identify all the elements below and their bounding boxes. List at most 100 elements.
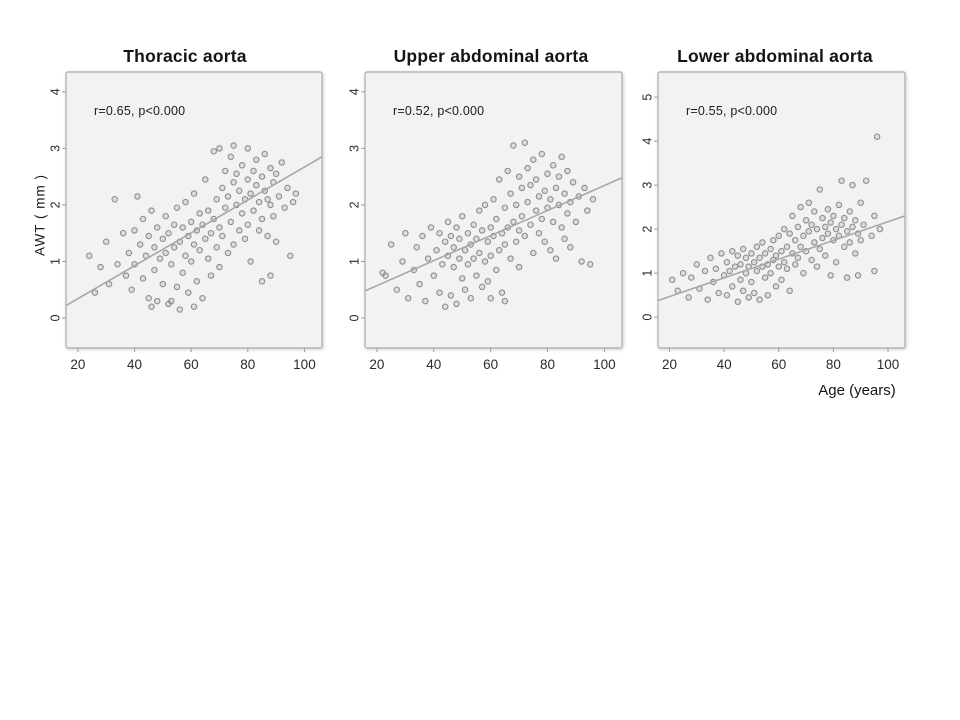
scatter-point (731, 263, 739, 270)
scatter-point (236, 227, 243, 234)
scatter-point (97, 263, 104, 271)
scatter-point (507, 255, 514, 262)
scatter-point (187, 258, 195, 265)
scatter-point (258, 173, 266, 180)
scatter-point (538, 150, 546, 158)
scatter-point (532, 207, 540, 214)
scatter-point (558, 153, 565, 161)
scatter-point (876, 225, 884, 233)
y-tick-label: 2 (48, 201, 62, 208)
scatter-point (849, 223, 856, 231)
scatter-point (832, 258, 840, 266)
scatter-point (685, 294, 692, 301)
y-tick-label: 3 (48, 145, 62, 152)
scatter-point (830, 212, 837, 220)
scatter-point (515, 173, 523, 180)
scatter-point (196, 210, 203, 217)
scatter-point (427, 224, 435, 231)
scatter-point (145, 232, 152, 240)
scatter-point (382, 272, 389, 279)
scatter-point (470, 221, 477, 228)
scatter-point (387, 241, 395, 248)
y-tick-label: 1 (640, 270, 654, 277)
scatter-point (857, 236, 864, 244)
scatter-point (679, 269, 687, 277)
scatter-point (871, 267, 878, 275)
scatter-point (202, 235, 209, 243)
scatter-point (153, 224, 161, 231)
y-tick-label: 1 (48, 258, 62, 265)
scatter-point (244, 221, 252, 228)
scatter-point (202, 176, 209, 183)
scatter-point (219, 184, 226, 192)
scatter-point (518, 184, 526, 192)
scatter-point (247, 190, 254, 197)
y-tick-label: 2 (347, 201, 361, 208)
correlation-annotation: r=0.55, p<0.000 (686, 104, 778, 118)
scatter-point (190, 190, 198, 197)
scatter-point (535, 193, 543, 200)
scatter-point (233, 170, 240, 178)
scatter-point (185, 289, 192, 296)
scatter-point (538, 215, 546, 223)
scatter-point (493, 215, 500, 223)
scatter-plot-upper-abdominal: 20 40 60 80 100 0 1 2 3 4 (347, 71, 623, 372)
scatter-point (213, 244, 220, 251)
scatter-point (535, 229, 543, 237)
scatter-point (805, 228, 813, 235)
scatter-point (770, 236, 777, 244)
scatter-point (715, 289, 722, 297)
x-tick-label: 80 (826, 357, 841, 372)
scatter-point (258, 215, 266, 223)
scatter-point (800, 269, 807, 277)
scatter-point (230, 241, 237, 248)
x-tick-label: 60 (483, 357, 498, 372)
scatter-point (584, 207, 591, 214)
scatter-point (761, 274, 769, 281)
scatter-point (846, 239, 854, 246)
scatter-point (827, 272, 834, 279)
scatter-point (786, 287, 793, 295)
scatter-point (419, 232, 426, 240)
x-tick-label: 60 (184, 357, 199, 372)
regression-line (364, 177, 623, 292)
scatter-point (786, 230, 793, 237)
scatter-point (561, 190, 568, 197)
scatter-point (838, 221, 845, 228)
scatter-point (739, 287, 747, 295)
scatter-point (250, 167, 257, 175)
scatter-point (775, 232, 783, 240)
scatter-point (501, 204, 509, 211)
scatter-point (748, 250, 755, 257)
scatter-point (487, 294, 494, 302)
scatter-point (436, 289, 443, 296)
scatter-point (224, 249, 232, 257)
chart-title-lower-abdominal: Lower abdominal aorta (677, 45, 873, 66)
scatter-point (737, 261, 744, 268)
scatter-point (267, 164, 274, 172)
scatter-point (165, 229, 172, 237)
scatter-point (216, 145, 223, 152)
scatter-point (131, 227, 138, 234)
scatter-point (729, 283, 736, 290)
scatter-point (742, 254, 750, 262)
scatter-point (176, 306, 184, 313)
scatter-point (718, 250, 725, 257)
scatter-point (767, 269, 774, 277)
scatter-point (179, 224, 186, 231)
scatter-point (134, 193, 141, 200)
scatter-point (476, 249, 483, 257)
scatter-point (230, 179, 237, 186)
scatter-point (723, 258, 731, 266)
scatter-point (247, 258, 254, 265)
scatter-point (439, 261, 446, 268)
scatter-point (734, 252, 742, 259)
scatter-point (221, 204, 229, 211)
scatter-point (729, 247, 736, 255)
scatter-point (797, 203, 804, 211)
scatter-point (139, 215, 147, 223)
scatter-point (139, 275, 147, 282)
scatter-point (507, 190, 514, 197)
scatter-point (811, 208, 818, 215)
scatter-point (707, 254, 714, 262)
